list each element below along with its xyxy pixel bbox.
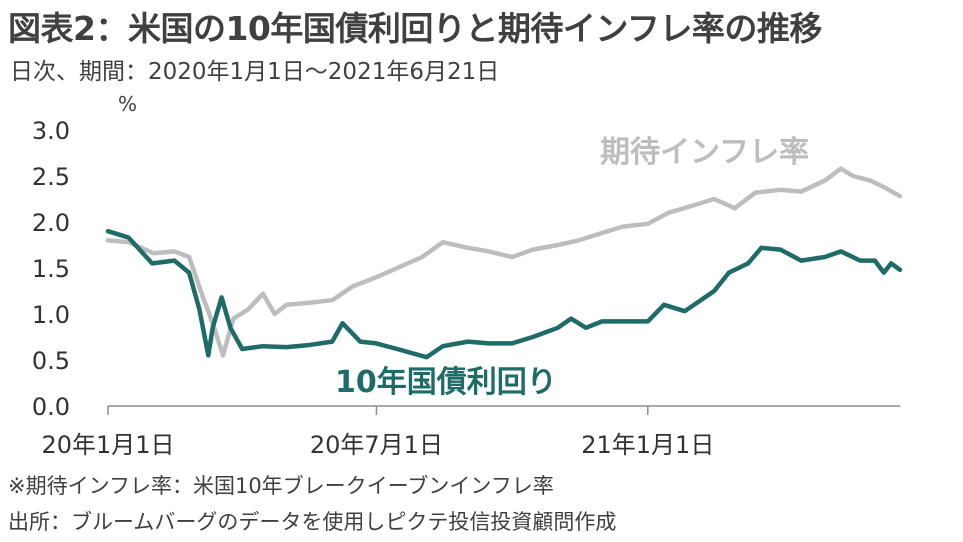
chart-subtitle: 日次、期間：2020年1月1日～2021年6月21日	[10, 59, 500, 85]
series-line-1	[105, 228, 903, 360]
x-axis: 20年1月1日 20年7月1日 21年1月1日	[41, 405, 900, 459]
y-tick-label: 2.0	[32, 209, 70, 237]
footnote-expected-inflation: ※期待インフレ率：米国10年ブレークイーブンインフレ率	[8, 474, 554, 498]
y-tick-label: 1.5	[32, 255, 70, 283]
series-label-1: 10年国債利回り	[335, 365, 557, 400]
footnote-source: 出所：ブルームバーグのデータを使用しピクテ投信投資顧問作成	[8, 510, 617, 534]
y-axis-unit: %	[118, 92, 138, 116]
series-line-0	[105, 166, 903, 358]
series-lines	[105, 166, 903, 360]
y-tick-label: 0.5	[32, 347, 70, 375]
x-tick-label: 20年1月1日	[41, 431, 174, 459]
y-tick-label: 0.0	[32, 393, 70, 421]
series-labels: 期待インフレ率 10年国債利回り	[335, 135, 809, 400]
y-tick-label: 3.0	[32, 117, 70, 145]
y-tick-label: 2.5	[32, 163, 70, 191]
x-tick-label: 21年1月1日	[581, 431, 714, 459]
x-tick-label: 20年7月1日	[310, 431, 443, 459]
series-label-0: 期待インフレ率	[600, 135, 809, 170]
y-tick-label: 1.0	[32, 301, 70, 329]
chart-title: 図表2：米国の10年国債利回りと期待インフレ率の推移	[8, 9, 822, 48]
y-axis-ticks: 3.0 2.5 2.0 1.5 1.0 0.5 0.0	[32, 117, 70, 421]
